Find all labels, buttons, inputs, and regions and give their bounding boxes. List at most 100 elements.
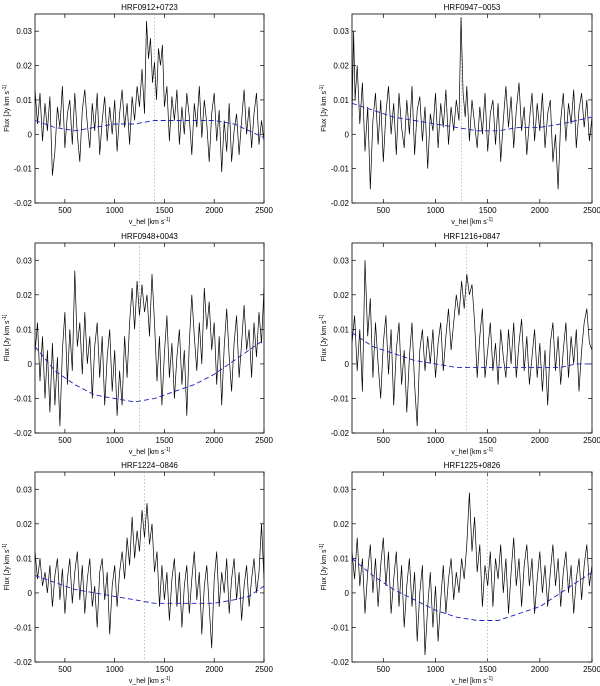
y-tick-label: 0.01 <box>16 325 32 334</box>
x-tick-label: 2000 <box>531 436 549 445</box>
x-axis-label: v_hel [km s-1] <box>129 217 171 226</box>
baseline-fit-line <box>35 120 264 139</box>
x-tick-label: 2000 <box>531 665 549 674</box>
y-tick-label: 0.02 <box>333 291 349 300</box>
x-tick-label: 2500 <box>583 206 600 215</box>
y-tick-label: 0.03 <box>333 485 349 494</box>
x-tick-label: 1000 <box>427 206 445 215</box>
x-tick-label: 1000 <box>427 665 445 674</box>
y-tick-label: -0.01 <box>331 165 350 174</box>
spectrum-line <box>352 17 592 190</box>
x-tick-label: 2000 <box>205 206 223 215</box>
x-tick-label: 500 <box>58 206 72 215</box>
x-tick-label: 2500 <box>583 665 600 674</box>
x-tick-label: 500 <box>377 665 391 674</box>
y-tick-label: 0.02 <box>333 62 349 71</box>
y-tick-label: 0.02 <box>333 520 349 529</box>
y-tick-label: -0.02 <box>14 429 33 438</box>
y-tick-label: -0.01 <box>14 394 33 403</box>
y-tick-label: 0.01 <box>333 325 349 334</box>
x-axis-label: v_hel [km s-1] <box>451 447 493 456</box>
y-tick-label: 0.01 <box>333 96 349 105</box>
spectrum-panel-4: HRF1216+0847 500 1000 1500 2000 2500 -0.02 -0.0… <box>319 232 600 456</box>
y-tick-label: -0.02 <box>14 199 33 208</box>
x-tick-label: 2500 <box>255 206 273 215</box>
spectrum-panel-6: HRF1225+0826 500 1000 1500 2000 2500 -0.02 -0.0… <box>319 461 600 685</box>
y-tick-label: 0.03 <box>333 27 349 36</box>
x-tick-label: 500 <box>377 206 391 215</box>
x-tick-label: 2000 <box>205 665 223 674</box>
baseline-fit-line <box>352 102 592 132</box>
spectrum-panel-3: HRF0948+0043 500 1000 1500 2000 2500 -0.02 -0.0… <box>2 232 273 456</box>
y-tick-label: 0.01 <box>16 554 32 563</box>
y-tick-label: 0 <box>28 360 33 369</box>
panel-title: HRF1216+0847 <box>444 232 501 241</box>
y-axis-label: Flux [Jy km s-1] <box>319 85 328 132</box>
y-tick-label: -0.02 <box>331 199 350 208</box>
panel-title: HRF0948+0043 <box>121 232 178 241</box>
y-axis-label: Flux [Jy km s-1] <box>319 314 328 361</box>
x-axis-label: v_hel [km s-1] <box>451 676 493 685</box>
y-tick-label: -0.01 <box>331 623 350 632</box>
spectrum-panel-5: HRF1224−0846 500 1000 1500 2000 2500 -0.02 -0.0… <box>2 461 273 685</box>
x-tick-label: 500 <box>377 436 391 445</box>
x-tick-label: 1000 <box>106 436 124 445</box>
spectrum-line <box>35 503 264 649</box>
y-tick-label: 0 <box>28 589 33 598</box>
x-tick-label: 500 <box>58 665 72 674</box>
y-tick-label: -0.01 <box>14 165 33 174</box>
panel-title: HRF1225+0826 <box>444 461 501 470</box>
x-tick-label: 1500 <box>479 436 497 445</box>
y-tick-label: 0.03 <box>16 485 32 494</box>
x-tick-label: 2000 <box>531 206 549 215</box>
y-tick-label: 0.01 <box>333 554 349 563</box>
panel-title: HRF1224−0846 <box>121 461 178 470</box>
plot-frame <box>34 13 265 204</box>
y-tick-label: 0.03 <box>16 256 32 265</box>
y-axis-label: Flux [Jy km s-1] <box>2 543 11 590</box>
baseline-fit-line <box>35 575 264 604</box>
spectrum-panel-1: HRF0912+0723 500 1000 1500 2000 2500 -0.02 -0.0… <box>2 3 273 226</box>
x-tick-label: 1000 <box>427 436 445 445</box>
x-tick-label: 1500 <box>156 436 174 445</box>
plot-frame <box>34 242 265 434</box>
x-tick-label: 1500 <box>156 206 174 215</box>
y-axis-label: Flux [Jy km s-1] <box>2 314 11 361</box>
y-tick-label: -0.02 <box>14 658 33 667</box>
x-tick-label: 2000 <box>205 436 223 445</box>
x-tick-label: 1000 <box>106 665 124 674</box>
y-tick-label: 0.02 <box>16 520 32 529</box>
x-tick-label: 1500 <box>479 206 497 215</box>
panel-title: HRF0912+0723 <box>121 3 178 12</box>
plot-frame <box>34 471 265 663</box>
y-tick-label: -0.01 <box>331 394 350 403</box>
baseline-fit-line <box>352 558 592 621</box>
plot-frame <box>351 471 593 663</box>
spectrum-line <box>352 260 592 427</box>
x-axis-label: v_hel [km s-1] <box>451 217 493 226</box>
spectrum-panel-2: HRF0947−0053 500 1000 1500 2000 2500 -0.02 -0.0… <box>319 3 600 226</box>
x-tick-label: 500 <box>58 436 72 445</box>
y-tick-label: -0.01 <box>14 623 33 632</box>
y-axis-label: Flux [Jy km s-1] <box>319 543 328 590</box>
x-tick-label: 1500 <box>479 665 497 674</box>
spectrum-line <box>35 20 264 176</box>
y-tick-label: 0.01 <box>16 96 32 105</box>
x-axis-label: v_hel [km s-1] <box>129 676 171 685</box>
spectrum-line <box>352 492 592 656</box>
y-tick-label: 0 <box>345 589 350 598</box>
y-tick-label: 0.02 <box>16 291 32 300</box>
y-tick-label: 0.03 <box>16 27 32 36</box>
y-tick-label: 0 <box>345 360 350 369</box>
x-tick-label: 2500 <box>255 436 273 445</box>
y-axis-label: Flux [Jy km s-1] <box>2 85 11 132</box>
x-tick-label: 1500 <box>156 665 174 674</box>
y-tick-label: 0.03 <box>333 256 349 265</box>
y-tick-label: -0.02 <box>331 429 350 438</box>
x-tick-label: 2500 <box>255 665 273 674</box>
x-tick-label: 2500 <box>583 436 600 445</box>
y-tick-label: 0 <box>28 130 33 139</box>
x-tick-label: 1000 <box>106 206 124 215</box>
plot-frame <box>351 242 593 434</box>
